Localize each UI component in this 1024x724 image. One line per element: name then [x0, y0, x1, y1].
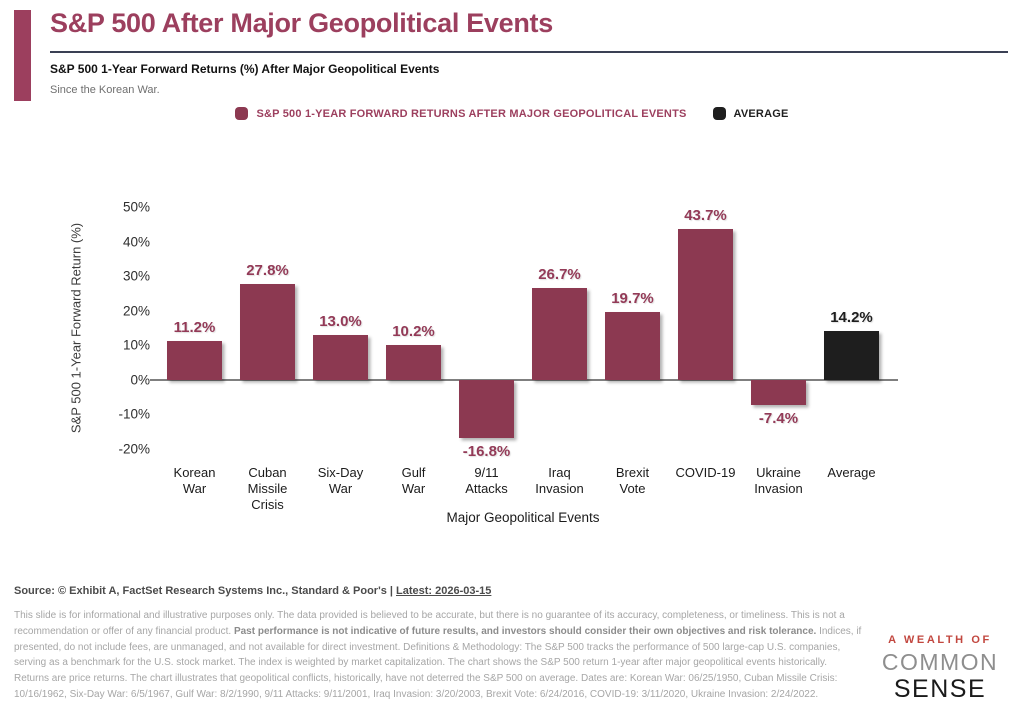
bar-value-label: 11.2%: [173, 319, 216, 337]
disclaimer-segment: Indices, if presented, do not include fe…: [14, 625, 862, 700]
chart-tagline: Since the Korean War.: [50, 84, 160, 96]
event-bar: [605, 311, 660, 380]
x-tick-label: 9/11 Attacks: [465, 465, 508, 496]
y-tick-label: 20%: [122, 303, 150, 319]
x-tick-label: Korean War: [173, 465, 216, 496]
chart-subtitle: S&P 500 1-Year Forward Returns (%) After…: [50, 62, 440, 76]
latest-date-link[interactable]: Latest: 2026-03-15: [396, 585, 492, 597]
x-tick-label: Brexit Vote: [615, 465, 650, 496]
y-tick-label: 0%: [130, 372, 150, 388]
legend-series-label: S&P 500 1-YEAR FORWARD RETURNS AFTER MAJ…: [256, 107, 687, 120]
y-axis-ticks: 50% 40% 30% 20% 10% 0% -10% -20%: [88, 200, 150, 457]
average-bar: [824, 330, 879, 380]
y-tick-label: -20%: [118, 441, 150, 457]
legend-average-marker: [712, 107, 726, 120]
bar-value-label: 19.7%: [611, 289, 654, 307]
bar-value-label: 26.7%: [538, 265, 581, 283]
event-bar: [532, 287, 587, 380]
chart-legend: S&P 500 1-YEAR FORWARD RETURNS AFTER MAJ…: [0, 107, 1024, 120]
logo-line-sense: SENSE: [893, 675, 987, 703]
x-tick-label: Gulf War: [401, 465, 426, 496]
event-bar: [751, 379, 806, 406]
event-bar: [313, 334, 368, 380]
source-line: Source: © Exhibit A, FactSet Research Sy…: [14, 585, 491, 597]
event-bar: [240, 283, 295, 380]
bar-value-label: 10.2%: [392, 322, 435, 340]
x-tick-label: Average: [827, 465, 876, 480]
disclaimer-segment: This slide is for informational and illu…: [14, 610, 845, 637]
x-tick-label: Iraq Invasion: [535, 465, 584, 496]
x-tick-label: Ukraine Invasion: [754, 465, 803, 496]
plot-area: 11.2% 27.8% 13.0% 10.2% -16.8% 26.7% 19.7% 43.7…: [150, 206, 898, 460]
event-bar: [459, 379, 514, 438]
event-bar: [386, 344, 441, 380]
bar-value-label: 27.8%: [246, 261, 289, 279]
x-tick-label: Six-Day War: [317, 465, 364, 496]
disclaimer-bold-segment: Past performance is not indicative of fu…: [233, 625, 817, 637]
logo-line-a-wealth-of: A WEALTH OF: [888, 634, 992, 646]
title-accent-bar: [14, 10, 31, 101]
legend-average-label: AVERAGE: [733, 107, 789, 120]
brand-logo: A WEALTH OF COMMON SENSE: [866, 634, 1014, 704]
event-bar: [678, 228, 733, 380]
legend-series-marker: [235, 107, 249, 120]
bar-value-label: 14.2%: [830, 308, 873, 326]
x-tick-label: COVID-19: [675, 465, 736, 480]
page-title: S&P 500 After Major Geopolitical Events: [50, 8, 553, 38]
bar-value-label: 43.7%: [684, 206, 727, 224]
legend-item-average: AVERAGE: [712, 107, 789, 120]
y-tick-label: 30%: [122, 268, 150, 284]
source-text: Source: © Exhibit A, FactSet Research Sy…: [14, 585, 397, 597]
x-tick-label: Cuban Missile Crisis: [247, 465, 288, 512]
logo-line-common: COMMON: [881, 649, 999, 675]
zero-line: [150, 378, 898, 381]
title-divider: [50, 51, 1008, 53]
y-tick-label: 40%: [122, 234, 150, 250]
event-bar: [167, 341, 222, 380]
bar-value-label: -16.8%: [462, 442, 511, 460]
disclaimer-text: This slide is for informational and illu…: [14, 608, 862, 703]
y-axis-title: S&P 500 1-Year Forward Return (%): [68, 222, 84, 434]
bar-value-label: -7.4%: [758, 410, 799, 428]
legend-item-series: S&P 500 1-YEAR FORWARD RETURNS AFTER MAJ…: [235, 107, 686, 120]
y-tick-label: 50%: [122, 199, 150, 215]
x-axis-title: Major Geopolitical Events: [446, 510, 600, 525]
y-tick-label: -10%: [118, 406, 150, 422]
bar-value-label: 13.0%: [319, 312, 362, 330]
y-tick-label: 10%: [122, 337, 150, 353]
